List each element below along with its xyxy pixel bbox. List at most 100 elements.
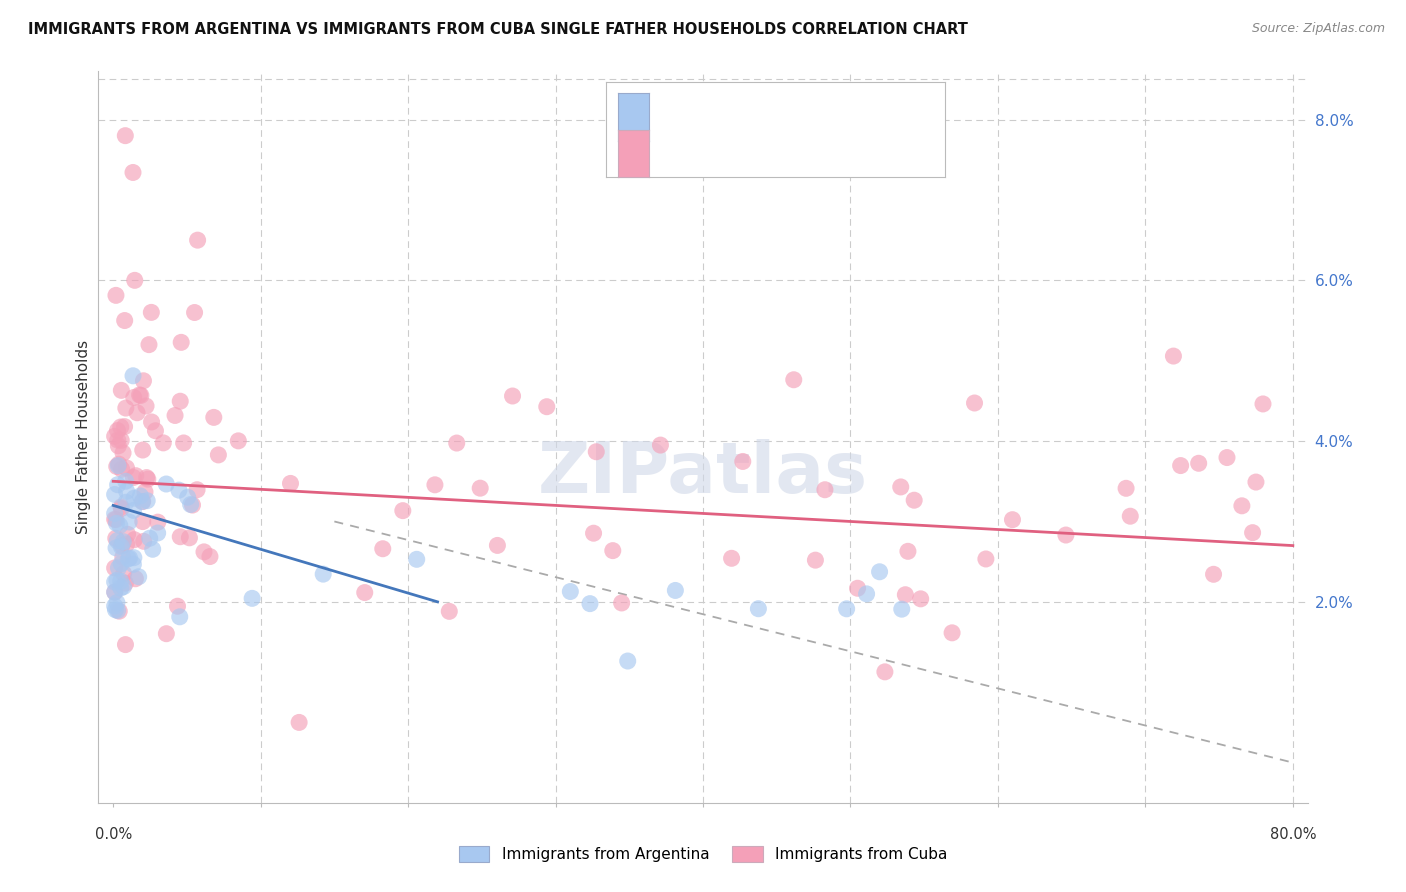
Point <box>125 468 148 483</box>
Point <box>110 434 132 448</box>
Point <box>1251 397 1274 411</box>
Point <box>105 596 128 610</box>
Point <box>187 233 209 247</box>
Point <box>107 439 129 453</box>
Point <box>207 448 229 462</box>
Point <box>1188 456 1211 470</box>
Point <box>610 596 633 610</box>
Point <box>136 472 159 486</box>
Point <box>193 545 215 559</box>
Text: Source: ZipAtlas.com: Source: ZipAtlas.com <box>1251 22 1385 36</box>
Point <box>107 433 129 447</box>
Text: 80.0%: 80.0% <box>1270 827 1316 842</box>
Point <box>114 313 136 327</box>
Text: R =: R = <box>661 108 693 123</box>
Point <box>974 552 997 566</box>
Point <box>110 557 132 571</box>
Point <box>122 550 145 565</box>
Point <box>104 585 127 599</box>
Point <box>560 584 582 599</box>
Legend: Immigrants from Argentina, Immigrants from Cuba: Immigrants from Argentina, Immigrants fr… <box>453 840 953 868</box>
Point <box>177 490 200 504</box>
Point <box>114 576 136 591</box>
Point <box>536 400 558 414</box>
Point <box>579 597 602 611</box>
Point <box>152 436 174 450</box>
Point <box>105 533 128 548</box>
Point <box>104 487 127 501</box>
Point <box>664 583 686 598</box>
Point <box>446 436 468 450</box>
Point <box>118 551 141 566</box>
Point <box>132 515 155 529</box>
Point <box>1054 528 1077 542</box>
Text: 57: 57 <box>818 108 839 123</box>
Text: -0.120: -0.120 <box>707 148 761 163</box>
Point <box>1230 499 1253 513</box>
Point <box>129 388 152 402</box>
Point <box>814 483 837 497</box>
Point <box>186 483 208 497</box>
Point <box>312 567 335 582</box>
Point <box>112 534 135 549</box>
Point <box>371 541 394 556</box>
Point <box>470 481 492 495</box>
Point <box>198 549 221 564</box>
Text: ZIPatlas: ZIPatlas <box>538 439 868 508</box>
Point <box>122 558 145 572</box>
Point <box>114 128 136 143</box>
Point <box>110 501 132 516</box>
Point <box>122 391 145 405</box>
Point <box>132 374 155 388</box>
Point <box>112 566 135 581</box>
Point <box>720 551 742 566</box>
Point <box>117 527 139 541</box>
Point <box>155 626 177 640</box>
Point <box>115 495 138 509</box>
Point <box>115 461 138 475</box>
Point <box>108 604 131 618</box>
Point <box>108 518 131 533</box>
Point <box>141 305 163 319</box>
Point <box>181 498 204 512</box>
Point <box>104 599 127 613</box>
Point <box>650 438 672 452</box>
Point <box>173 436 195 450</box>
Point <box>353 585 375 599</box>
Point <box>105 541 128 555</box>
Point <box>169 394 191 409</box>
Point <box>1119 509 1142 524</box>
Point <box>486 538 509 552</box>
Point <box>903 493 925 508</box>
Point <box>122 491 145 506</box>
Point <box>731 454 754 468</box>
Point <box>183 305 205 319</box>
Point <box>105 459 128 474</box>
Point <box>1170 458 1192 473</box>
Point <box>616 654 638 668</box>
Point <box>141 415 163 429</box>
Point <box>941 625 963 640</box>
Point <box>104 574 127 589</box>
Point <box>835 602 858 616</box>
Point <box>111 462 134 476</box>
Point <box>112 446 135 460</box>
Point <box>107 477 129 491</box>
Point <box>110 500 132 514</box>
Text: IMMIGRANTS FROM ARGENTINA VS IMMIGRANTS FROM CUBA SINGLE FATHER HOUSEHOLDS CORRE: IMMIGRANTS FROM ARGENTINA VS IMMIGRANTS … <box>28 22 967 37</box>
Point <box>894 588 917 602</box>
Point <box>146 515 169 529</box>
Point <box>585 444 607 458</box>
Point <box>170 335 193 350</box>
Point <box>405 552 427 566</box>
Point <box>122 470 145 484</box>
Point <box>134 484 156 499</box>
Point <box>110 420 132 434</box>
Point <box>1244 475 1267 489</box>
Point <box>105 573 128 587</box>
Point <box>104 507 127 521</box>
Point <box>131 494 153 508</box>
Point <box>897 544 920 558</box>
Y-axis label: Single Father Households: Single Father Households <box>76 340 91 534</box>
Point <box>111 538 134 552</box>
